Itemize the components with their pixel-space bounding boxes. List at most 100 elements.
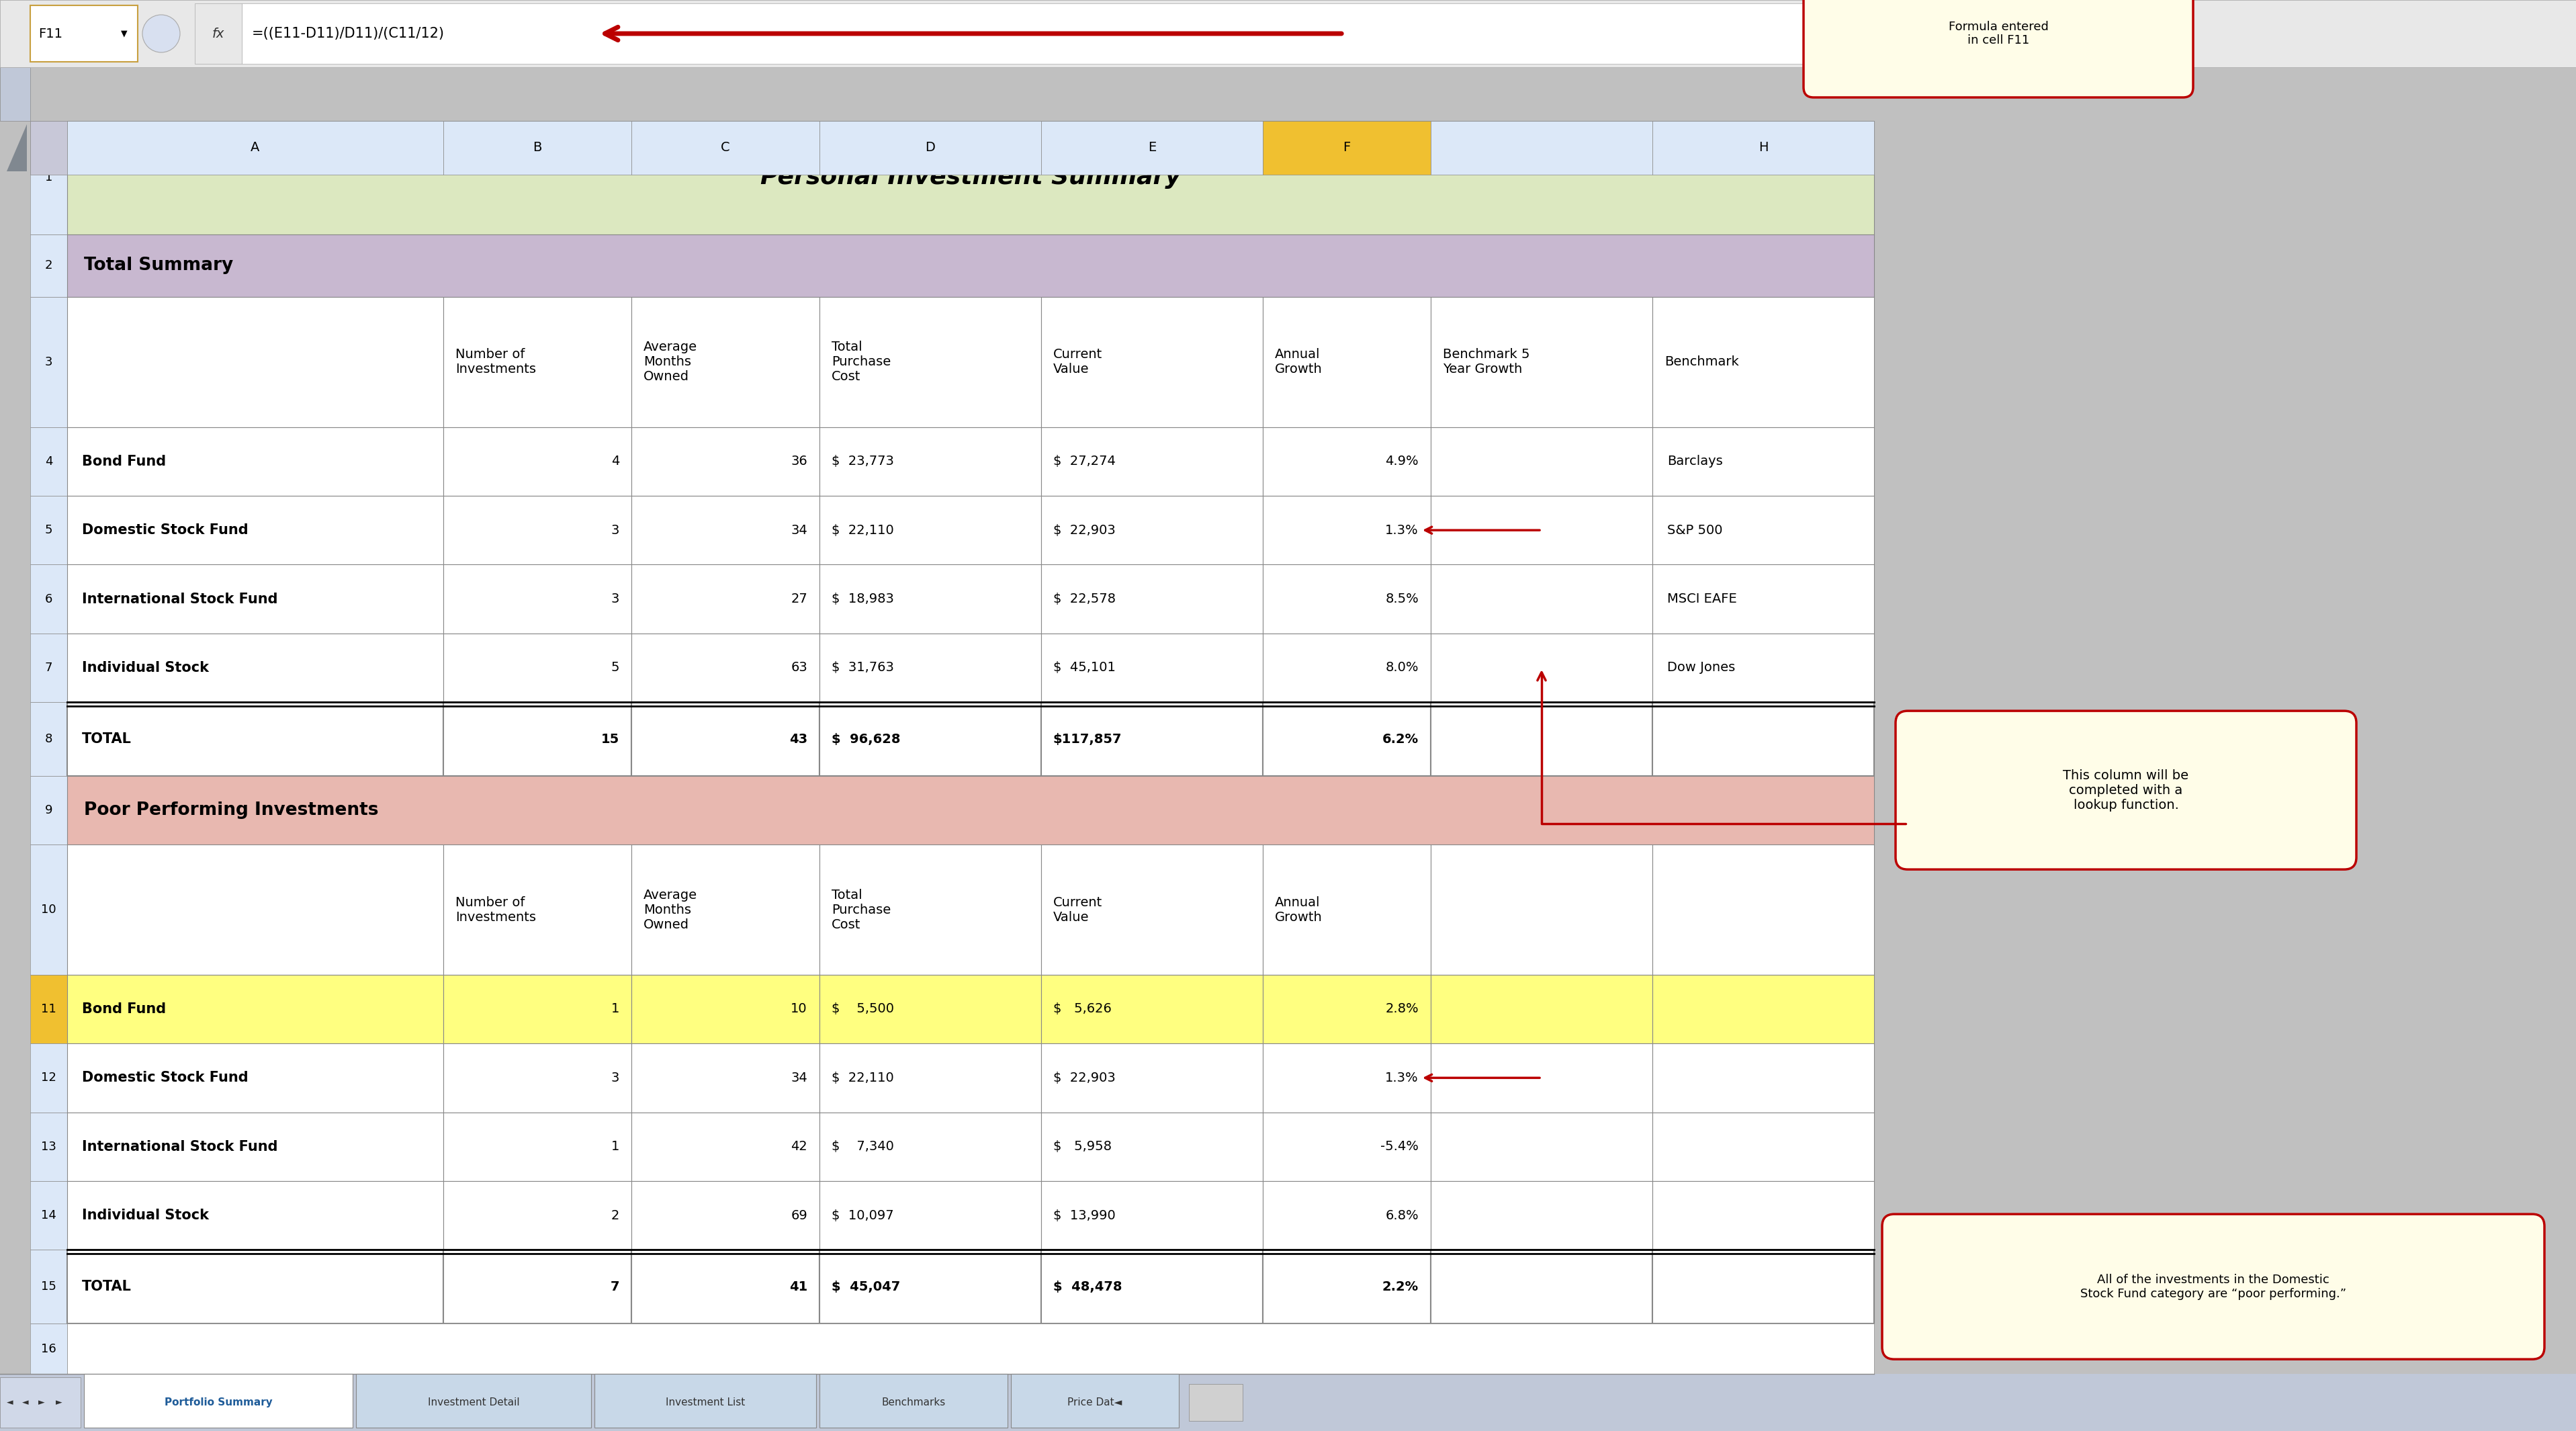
Text: $   5,958: $ 5,958 — [1054, 1141, 1113, 1153]
Text: Current
Value: Current Value — [1054, 348, 1103, 376]
Bar — [67, 1249, 443, 1324]
Text: 1: 1 — [611, 1141, 618, 1153]
Bar — [1262, 1043, 1430, 1112]
Bar — [1651, 1249, 1875, 1324]
Text: 1: 1 — [44, 172, 52, 183]
Text: $    5,500: $ 5,500 — [832, 1003, 894, 1016]
Bar — [31, 6, 137, 62]
Bar — [1262, 844, 1430, 975]
Bar — [1651, 703, 1875, 776]
Bar — [196, 3, 242, 64]
Bar — [443, 975, 631, 1043]
Bar — [1041, 1043, 1262, 1112]
Bar — [1041, 844, 1262, 975]
Bar — [1041, 122, 1262, 175]
Bar — [819, 703, 1041, 776]
Text: $  22,110: $ 22,110 — [832, 524, 894, 537]
FancyBboxPatch shape — [1803, 0, 2192, 97]
Bar — [443, 1181, 631, 1249]
Text: F: F — [1342, 142, 1350, 155]
Bar — [819, 426, 1041, 495]
Text: Price Dat◄: Price Dat◄ — [1066, 1398, 1123, 1408]
Bar — [819, 1374, 1007, 1428]
Bar — [31, 1249, 67, 1324]
Bar — [1651, 1112, 1875, 1181]
Bar — [31, 235, 67, 298]
Bar — [31, 495, 67, 565]
Text: ◄: ◄ — [23, 1398, 28, 1407]
Bar — [631, 703, 819, 776]
Bar — [31, 122, 1875, 1374]
Bar — [31, 298, 67, 426]
Bar — [67, 1112, 443, 1181]
Text: A: A — [250, 142, 260, 155]
Bar — [67, 298, 443, 426]
Text: 12: 12 — [41, 1072, 57, 1083]
Bar — [1651, 844, 1875, 975]
Bar — [0, 0, 2576, 67]
Text: Investment Detail: Investment Detail — [428, 1398, 520, 1408]
Bar — [1651, 1181, 1875, 1249]
Bar — [631, 975, 819, 1043]
Text: 34: 34 — [791, 524, 806, 537]
Text: 4: 4 — [611, 455, 618, 468]
Text: 27: 27 — [791, 592, 806, 605]
Text: 16: 16 — [41, 1342, 57, 1355]
Text: Average
Months
Owned: Average Months Owned — [644, 889, 698, 930]
Text: Portfolio Summary: Portfolio Summary — [165, 1398, 273, 1408]
Text: This column will be
completed with a
lookup function.: This column will be completed with a loo… — [2063, 768, 2190, 811]
Text: Annual
Growth: Annual Growth — [1275, 348, 1321, 376]
Bar — [595, 1374, 817, 1428]
Text: $  31,763: $ 31,763 — [832, 661, 894, 674]
Text: Total
Purchase
Cost: Total Purchase Cost — [832, 889, 891, 930]
Text: $  27,274: $ 27,274 — [1054, 455, 1115, 468]
Bar — [631, 298, 819, 426]
Text: Bond Fund: Bond Fund — [82, 1002, 165, 1016]
Text: 8.5%: 8.5% — [1386, 592, 1419, 605]
Text: Domestic Stock Fund: Domestic Stock Fund — [82, 524, 247, 537]
Bar — [819, 1249, 1041, 1324]
Bar — [0, 1374, 2576, 1431]
Text: 6.8%: 6.8% — [1386, 1209, 1419, 1222]
Text: 15: 15 — [41, 1281, 57, 1292]
Text: Individual Stock: Individual Stock — [82, 1209, 209, 1222]
Text: Average
Months
Owned: Average Months Owned — [644, 341, 698, 384]
Bar — [31, 975, 67, 1043]
Bar — [1651, 426, 1875, 495]
Text: 2.2%: 2.2% — [1383, 1281, 1419, 1294]
Bar — [443, 495, 631, 565]
Bar — [819, 975, 1041, 1043]
Text: B: B — [533, 142, 541, 155]
Text: $  96,628: $ 96,628 — [832, 733, 902, 746]
Text: 9: 9 — [44, 804, 52, 816]
Bar — [443, 1112, 631, 1181]
Bar — [1010, 1374, 1180, 1428]
Bar — [1262, 634, 1430, 703]
Text: 41: 41 — [788, 1281, 806, 1294]
Text: TOTAL: TOTAL — [82, 733, 131, 746]
Text: TOTAL: TOTAL — [82, 1279, 131, 1294]
Bar — [819, 634, 1041, 703]
Text: 4: 4 — [44, 455, 52, 468]
Bar — [1430, 495, 1651, 565]
Text: All of the investments in the Domestic
Stock Fund category are “poor performing.: All of the investments in the Domestic S… — [2081, 1274, 2347, 1299]
Bar — [1041, 1249, 1262, 1324]
Bar — [67, 122, 1875, 235]
Bar — [819, 565, 1041, 634]
Text: International Stock Fund: International Stock Fund — [82, 1141, 278, 1153]
Text: $  22,578: $ 22,578 — [1054, 592, 1115, 605]
Bar — [1041, 426, 1262, 495]
Bar — [1041, 703, 1262, 776]
Bar — [443, 703, 631, 776]
Bar — [1430, 703, 1651, 776]
Bar — [1041, 634, 1262, 703]
Bar — [1430, 122, 1651, 175]
Bar — [1651, 975, 1875, 1043]
Bar — [1430, 565, 1651, 634]
Text: Total
Purchase
Cost: Total Purchase Cost — [832, 341, 891, 384]
Bar — [1262, 122, 1430, 175]
Bar — [1651, 634, 1875, 703]
Bar — [443, 634, 631, 703]
FancyBboxPatch shape — [1883, 1213, 2545, 1359]
Text: Domestic Stock Fund: Domestic Stock Fund — [82, 1072, 247, 1085]
